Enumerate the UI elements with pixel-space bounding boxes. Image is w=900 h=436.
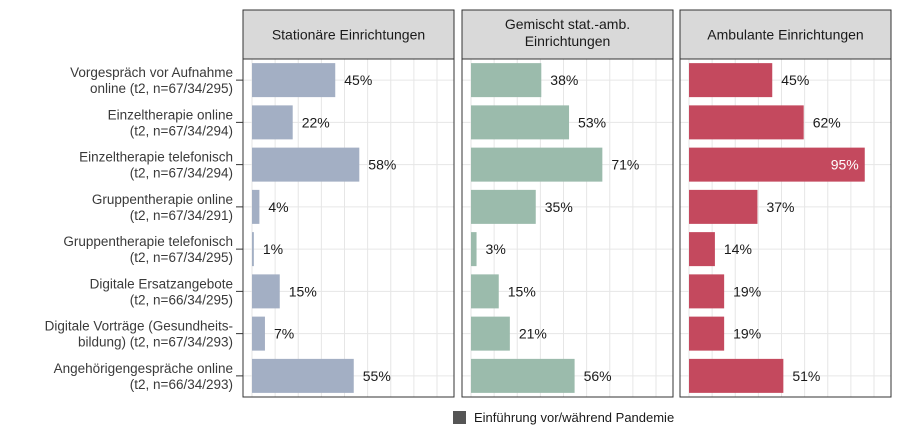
panel-title: Ambulante Einrichtungen (707, 27, 863, 43)
legend: Einführung vor/während Pandemie (453, 410, 674, 425)
category-label: Angehörigengespräche online (54, 361, 233, 376)
data-label: 1% (263, 241, 283, 257)
bar (471, 147, 603, 182)
data-label: 45% (781, 72, 809, 88)
panel-header (679, 9, 892, 60)
data-label: 35% (545, 199, 573, 215)
bar (252, 63, 336, 98)
category-label: Einzeltherapie online (108, 107, 233, 122)
data-label: 37% (766, 199, 794, 215)
data-label: 15% (508, 283, 536, 299)
category-label: Gruppentherapie online (92, 192, 233, 207)
category-label: (t2, n=67/34/294) (130, 123, 233, 138)
bar (471, 105, 570, 140)
category-label: bildung) (t2, n=67/34/293) (78, 335, 233, 350)
bar (252, 274, 280, 309)
bar (689, 63, 773, 98)
category-label: Vorgespräch vor Aufnahme (70, 65, 233, 80)
panel: Stationäre Einrichtungen 45% 22% 58% 4% 1% 15%… (242, 9, 455, 398)
bar (471, 63, 542, 98)
data-label: 56% (584, 368, 612, 384)
data-label: 53% (578, 114, 606, 130)
bar (471, 232, 477, 267)
category-label: (t2, n=67/34/294) (130, 166, 233, 181)
data-label: 45% (344, 72, 372, 88)
bar (689, 105, 804, 140)
data-label: 14% (724, 241, 752, 257)
category-label: (t2, n=66/34/295) (130, 292, 233, 307)
data-label: 51% (792, 368, 820, 384)
panel-header (461, 9, 674, 60)
category-label: (t2, n=66/34/293) (130, 377, 233, 392)
category-label: Digitale Ersatzangebote (90, 276, 233, 291)
data-label: 19% (733, 326, 761, 342)
bar (252, 316, 265, 351)
data-label: 22% (302, 114, 330, 130)
category-label: (t2, n=67/34/291) (130, 208, 233, 223)
bar (471, 189, 536, 224)
bar (689, 274, 725, 309)
panel-title: Gemischt stat.-amb. (505, 16, 630, 32)
bar (689, 147, 865, 182)
panels: Stationäre Einrichtungen 45% 22% 58% 4% 1% 15%… (242, 9, 892, 398)
bar (471, 274, 499, 309)
panel: Gemischt stat.-amb.Einrichtungen 38% 53% 71… (461, 9, 674, 398)
data-label: 62% (813, 114, 841, 130)
data-label: 4% (268, 199, 288, 215)
bar (689, 232, 715, 267)
bar (252, 358, 354, 393)
bar (252, 147, 360, 182)
data-label: 21% (519, 326, 547, 342)
data-label: 38% (550, 72, 578, 88)
bar (689, 189, 758, 224)
category-label: Gruppentherapie telefonisch (63, 234, 233, 249)
data-label: 3% (486, 241, 506, 257)
bar (689, 358, 784, 393)
bar (252, 105, 293, 140)
bar (471, 358, 575, 393)
panel-title: Einrichtungen (525, 33, 611, 49)
data-label: 15% (289, 283, 317, 299)
category-label: Digitale Vorträge (Gesundheits- (45, 319, 233, 334)
bar (252, 232, 254, 267)
data-label: 58% (368, 157, 396, 173)
category-label: Einzeltherapie telefonisch (79, 150, 233, 165)
data-label: 19% (733, 283, 761, 299)
bar (252, 189, 260, 224)
panel-border (461, 58, 674, 398)
data-label: 7% (274, 326, 294, 342)
data-label: 55% (363, 368, 391, 384)
panel-title: Stationäre Einrichtungen (272, 27, 425, 43)
legend-label: Einführung vor/während Pandemie (474, 410, 674, 425)
category-label: online (t2, n=67/34/295) (90, 81, 233, 96)
data-label: 71% (611, 157, 639, 173)
bar (689, 316, 725, 351)
bar (471, 316, 510, 351)
category-label: (t2, n=67/34/295) (130, 250, 233, 265)
panel: Ambulante Einrichtungen 45% 62% 95% 37% 14% 19… (679, 9, 892, 398)
legend-swatch (453, 411, 466, 424)
panel-header (242, 9, 455, 60)
panel-border (242, 58, 455, 398)
panel-border (679, 58, 892, 398)
data-label: 95% (831, 157, 859, 173)
